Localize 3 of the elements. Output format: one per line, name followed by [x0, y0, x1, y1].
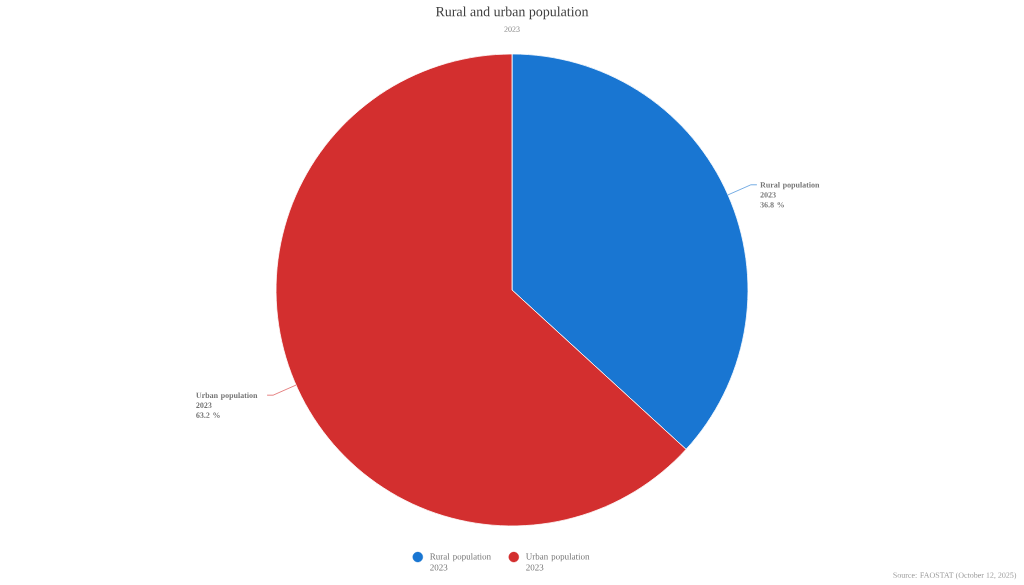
legend-label: Rural population 2023 — [430, 553, 491, 571]
legend-label: Urban population 2023 — [525, 553, 590, 571]
chart-title: Rural and urban population — [435, 6, 589, 20]
